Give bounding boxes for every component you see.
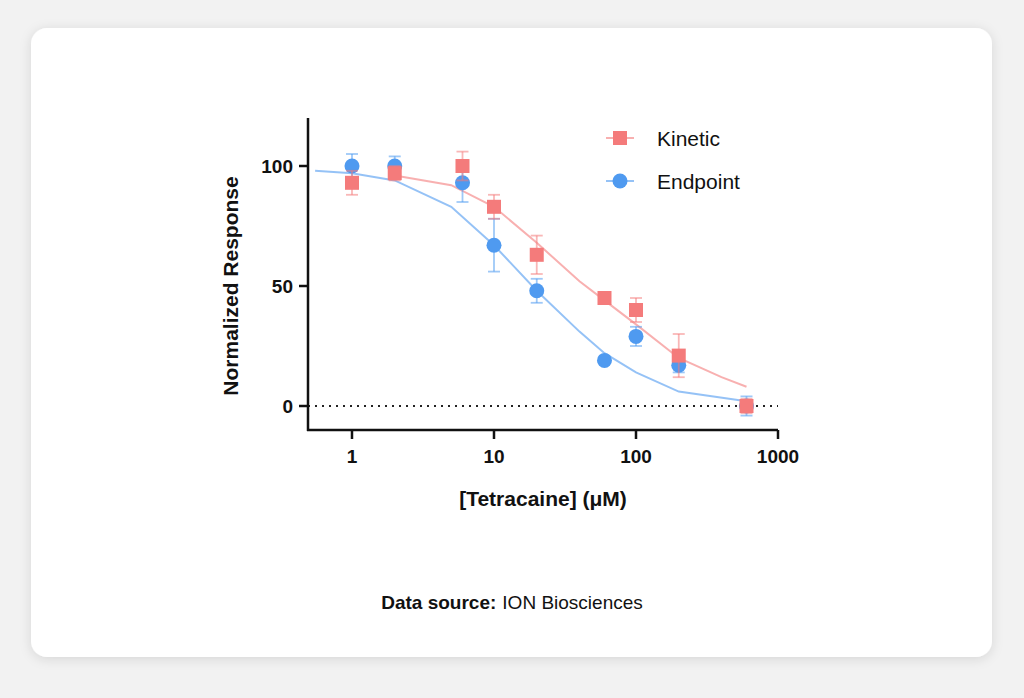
- data-point: [455, 159, 469, 173]
- error-cap: [389, 155, 401, 157]
- x-tick: [493, 430, 496, 439]
- error-bar: [531, 236, 543, 274]
- card: [31, 28, 992, 657]
- data-point: [672, 349, 686, 363]
- error-bar: [389, 166, 401, 180]
- x-tick-label: 10: [483, 446, 504, 467]
- error-bar: [346, 171, 358, 195]
- fit-curve: [395, 176, 747, 387]
- data-point: [628, 329, 643, 344]
- error-bar: [740, 396, 752, 415]
- legend-marker: [613, 131, 627, 145]
- data-point: [529, 283, 544, 298]
- legend: Kinetic Endpoint: [606, 127, 740, 193]
- x-tick: [351, 430, 354, 439]
- legend-label: Kinetic: [657, 127, 720, 150]
- x-tick-label: 1000: [757, 446, 799, 467]
- error-cap: [456, 151, 468, 153]
- source-note: Data source: ION Biosciences: [381, 592, 643, 613]
- error-bar: [740, 399, 752, 413]
- error-cap: [456, 201, 468, 203]
- error-cap: [488, 194, 500, 196]
- reference-line: [308, 405, 778, 407]
- error-cap: [456, 179, 468, 181]
- legend-label: Endpoint: [657, 170, 740, 193]
- error-cap: [346, 170, 358, 172]
- error-cap: [346, 194, 358, 196]
- error-cap: [488, 218, 500, 220]
- x-tick-label: 1: [347, 446, 358, 467]
- data-point: [345, 176, 359, 190]
- error-cap: [488, 218, 500, 220]
- error-cap: [531, 302, 543, 304]
- data-point: [739, 399, 753, 413]
- error-cap: [630, 326, 642, 328]
- error-bar: [630, 298, 642, 322]
- y-tick-label: 100: [261, 156, 293, 177]
- data-point: [629, 303, 643, 317]
- y-tick: [299, 405, 308, 408]
- plot-area: [315, 152, 754, 416]
- error-cap: [673, 376, 685, 378]
- source-label: Data source:: [381, 592, 496, 613]
- data-point: [530, 248, 544, 262]
- y-tick-label: 0: [282, 396, 293, 417]
- error-cap: [531, 273, 543, 275]
- error-cap: [531, 278, 543, 280]
- error-cap: [740, 415, 752, 417]
- page: 0 50 100 1 10 100 1000 [Tetracaine] (μM) Normali…: [0, 0, 1024, 698]
- x-tick-label: 100: [620, 446, 652, 467]
- data-point: [597, 353, 612, 368]
- x-tick: [777, 430, 780, 439]
- source-value: ION Biosciences: [502, 592, 642, 613]
- error-cap: [630, 297, 642, 299]
- y-tick: [299, 285, 308, 288]
- data-point: [344, 159, 359, 174]
- data-point: [487, 200, 501, 214]
- error-cap: [346, 153, 358, 155]
- y-axis-label: Normalized Response: [219, 176, 242, 395]
- data-point: [388, 166, 402, 180]
- error-cap: [531, 235, 543, 237]
- fit-curve: [315, 171, 746, 401]
- legend-marker: [613, 174, 628, 189]
- error-cap: [673, 333, 685, 335]
- x-axis: [307, 429, 778, 432]
- y-tick: [299, 165, 308, 168]
- error-bar: [456, 152, 468, 181]
- data-point: [597, 291, 611, 305]
- data-point: [486, 238, 501, 253]
- error-cap: [630, 345, 642, 347]
- error-cap: [630, 321, 642, 323]
- y-tick-label: 50: [272, 276, 293, 297]
- error-cap: [740, 395, 752, 397]
- data-point: [739, 399, 754, 414]
- x-axis-label: [Tetracaine] (μM): [459, 487, 627, 510]
- error-bar: [488, 195, 500, 219]
- error-cap: [488, 271, 500, 273]
- chart: 0 50 100 1 10 100 1000 [Tetracaine] (μM) Normali…: [0, 0, 1024, 698]
- error-bar: [673, 334, 685, 377]
- x-tick: [635, 430, 638, 439]
